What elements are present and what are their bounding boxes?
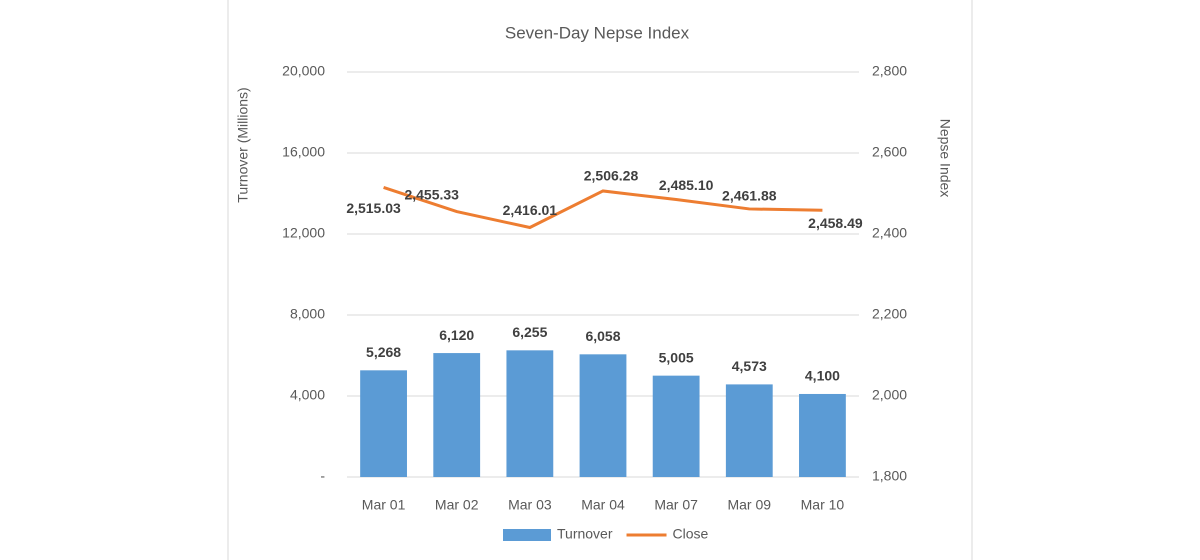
bar: [433, 353, 481, 477]
x-tick-label: Mar 03: [508, 497, 552, 513]
y2-tick-label: 1,800: [872, 468, 907, 484]
y-tick-label: 12,000: [282, 225, 325, 241]
y-tick-label: -: [320, 468, 325, 484]
y2-axis-title: Nepse Index: [937, 119, 953, 198]
y2-tick-label: 2,400: [872, 225, 907, 241]
y2-tick-label: 2,600: [872, 144, 907, 160]
x-tick-label: Mar 01: [362, 497, 406, 513]
line: [383, 185, 823, 230]
bar: [506, 350, 554, 477]
line-value-label: 2,485.10: [659, 177, 714, 193]
line-value-label: 2,455.33: [404, 186, 459, 202]
legend-label: Turnover: [557, 526, 613, 542]
bar-value-label: 6,058: [585, 328, 620, 344]
bar-value-label: 6,120: [439, 327, 474, 343]
bar: [799, 393, 846, 477]
y2-tick-label: 2,200: [872, 306, 907, 322]
bar: [579, 354, 627, 477]
x-tick-label: Mar 04: [581, 497, 625, 513]
x-tick-label: Mar 07: [654, 497, 698, 513]
bar: [360, 370, 407, 477]
line-value-label: 2,515.03: [346, 200, 401, 216]
y-tick-label: 16,000: [282, 144, 325, 160]
y2-tick-label: 2,800: [872, 63, 907, 79]
x-tick-label: Mar 02: [435, 497, 479, 513]
line-value-label: 2,461.88: [722, 188, 777, 204]
y-tick-label: 4,000: [290, 387, 325, 403]
chart-title: Seven-Day Nepse Index: [505, 23, 690, 42]
line-value-label: 2,458.49: [808, 215, 863, 231]
y-tick-label: 8,000: [290, 306, 325, 322]
bar-value-label: 4,573: [732, 358, 767, 374]
bar-value-label: 6,255: [512, 324, 547, 340]
legend-label: Close: [673, 526, 709, 542]
line-value-label: 2,506.28: [584, 168, 639, 184]
bar-value-label: 5,268: [366, 344, 401, 360]
x-tick-label: Mar 10: [801, 497, 845, 513]
bar-value-label: 5,005: [659, 349, 694, 365]
legend-swatch: [503, 529, 551, 541]
y-axis-title: Turnover (Millions): [235, 87, 251, 202]
bar: [725, 384, 773, 477]
bar: [652, 375, 700, 477]
y2-tick-label: 2,000: [872, 387, 907, 403]
line-value-label: 2,416.01: [503, 202, 558, 218]
bar-value-label: 4,100: [805, 368, 840, 384]
x-tick-label: Mar 09: [727, 497, 771, 513]
y-tick-label: 20,000: [282, 63, 325, 79]
